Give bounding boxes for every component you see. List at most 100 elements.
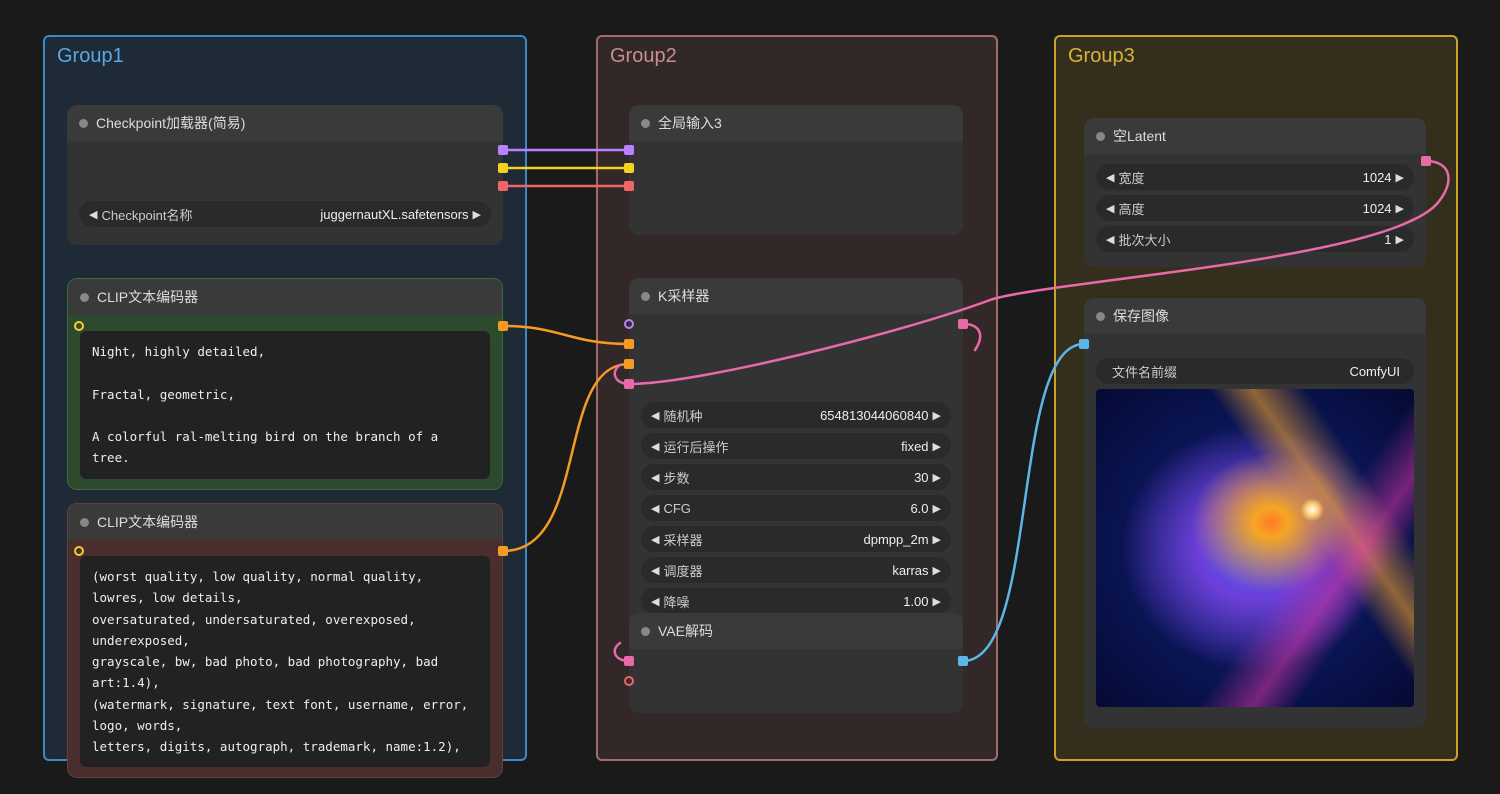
arrow-right-icon[interactable]: ▶: [933, 409, 941, 422]
connection-port[interactable]: [958, 656, 968, 666]
arrow-right-icon[interactable]: ▶: [1396, 233, 1404, 246]
output-image-preview[interactable]: [1096, 389, 1414, 707]
connection-port[interactable]: [1421, 156, 1431, 166]
node-graph-canvas[interactable]: Group1 Group2 Group3 Checkpoint加载器(简易) ◀…: [0, 0, 1500, 794]
node-header[interactable]: CLIP文本编码器: [68, 279, 502, 315]
node-header[interactable]: 全局输入3: [629, 105, 963, 141]
arrow-left-icon[interactable]: ◀: [89, 208, 97, 221]
connection-port[interactable]: [498, 321, 508, 331]
widget-value: 1024: [1144, 201, 1391, 216]
node-title: K采样器: [658, 286, 709, 306]
latent-widget-0[interactable]: ◀宽度1024▶: [1096, 164, 1414, 190]
widget-label: 随机种: [663, 406, 702, 425]
arrow-left-icon[interactable]: ◀: [1106, 233, 1114, 246]
widget-value: 30: [689, 470, 928, 485]
node-global-input[interactable]: 全局输入3: [629, 105, 963, 235]
connection-port[interactable]: [624, 145, 634, 155]
arrow-left-icon[interactable]: ◀: [1106, 171, 1114, 184]
connection-port[interactable]: [624, 656, 634, 666]
connection-port[interactable]: [624, 379, 634, 389]
connection-port[interactable]: [624, 359, 634, 369]
arrow-right-icon[interactable]: ▶: [933, 595, 941, 608]
checkpoint-name-widget[interactable]: ◀ Checkpoint名称 juggernautXL.safetensors …: [79, 201, 491, 227]
ksampler-widget-0[interactable]: ◀ 随机种654813044060840 ▶: [641, 402, 951, 428]
widget-value: fixed: [728, 439, 928, 454]
node-header[interactable]: VAE解码: [629, 613, 963, 649]
node-header[interactable]: 保存图像: [1084, 298, 1426, 334]
arrow-right-icon[interactable]: ▶: [933, 471, 941, 484]
node-ksampler[interactable]: K采样器 ◀随机种654813044060840▶◀运行后操作fixed▶◀步数…: [629, 278, 963, 629]
connection-port[interactable]: [958, 319, 968, 329]
collapse-dot-icon[interactable]: [80, 293, 89, 302]
arrow-right-icon[interactable]: ▶: [933, 533, 941, 546]
arrow-left-icon[interactable]: ◀: [651, 564, 659, 577]
collapse-dot-icon[interactable]: [79, 119, 88, 128]
arrow-right-icon[interactable]: ▶: [1396, 171, 1404, 184]
arrow-right-icon[interactable]: ▶: [473, 208, 481, 221]
arrow-right-icon[interactable]: ▶: [1396, 202, 1404, 215]
collapse-dot-icon[interactable]: [641, 627, 650, 636]
widget-value: dpmpp_2m: [702, 532, 928, 547]
widget-value: 6.0: [691, 501, 929, 516]
node-header[interactable]: 空Latent: [1084, 118, 1426, 154]
connection-port[interactable]: [624, 319, 634, 329]
group-3-title[interactable]: Group3: [1056, 37, 1456, 74]
arrow-right-icon[interactable]: ▶: [933, 502, 941, 515]
collapse-dot-icon[interactable]: [1096, 132, 1105, 141]
node-title: Checkpoint加载器(简易): [96, 113, 245, 133]
negative-prompt-text[interactable]: (worst quality, low quality, normal qual…: [80, 556, 490, 767]
widget-label: Checkpoint名称: [101, 205, 192, 224]
connection-port[interactable]: [498, 145, 508, 155]
widget-label: 宽度: [1118, 168, 1144, 187]
arrow-left-icon[interactable]: ◀: [651, 502, 659, 515]
positive-prompt-text[interactable]: Night, highly detailed, Fractal, geometr…: [80, 331, 490, 479]
arrow-left-icon[interactable]: ◀: [651, 471, 659, 484]
arrow-left-icon[interactable]: ◀: [651, 595, 659, 608]
connection-port[interactable]: [498, 181, 508, 191]
node-header[interactable]: CLIP文本编码器: [68, 504, 502, 540]
arrow-right-icon[interactable]: ▶: [933, 440, 941, 453]
arrow-right-icon[interactable]: ▶: [933, 564, 941, 577]
node-header[interactable]: K采样器: [629, 278, 963, 314]
collapse-dot-icon[interactable]: [1096, 312, 1105, 321]
connection-port[interactable]: [624, 339, 634, 349]
node-checkpoint-loader[interactable]: Checkpoint加载器(简易) ◀ Checkpoint名称 juggern…: [67, 105, 503, 245]
widget-value: 654813044060840: [702, 408, 928, 423]
node-empty-latent[interactable]: 空Latent ◀宽度1024▶◀高度1024▶◀批次大小1▶: [1084, 118, 1426, 267]
arrow-left-icon[interactable]: ◀: [651, 409, 659, 422]
filename-prefix-widget[interactable]: 文件名前缀 ComfyUI: [1096, 358, 1414, 384]
node-title: 全局输入3: [658, 113, 722, 133]
arrow-left-icon[interactable]: ◀: [651, 533, 659, 546]
connection-port[interactable]: [74, 321, 84, 331]
arrow-left-icon[interactable]: ◀: [651, 440, 659, 453]
node-save-image[interactable]: 保存图像 文件名前缀 ComfyUI: [1084, 298, 1426, 728]
group-1-title[interactable]: Group1: [45, 37, 525, 74]
connection-port[interactable]: [498, 546, 508, 556]
node-clip-text-encode-negative[interactable]: CLIP文本编码器 (worst quality, low quality, n…: [67, 503, 503, 778]
collapse-dot-icon[interactable]: [641, 119, 650, 128]
node-vae-decode[interactable]: VAE解码: [629, 613, 963, 713]
arrow-left-icon[interactable]: ◀: [1106, 202, 1114, 215]
latent-widget-2[interactable]: ◀批次大小1▶: [1096, 226, 1414, 252]
group-2-title[interactable]: Group2: [598, 37, 996, 74]
connection-port[interactable]: [1079, 339, 1089, 349]
collapse-dot-icon[interactable]: [641, 292, 650, 301]
connection-port[interactable]: [624, 163, 634, 173]
collapse-dot-icon[interactable]: [80, 518, 89, 527]
ksampler-widget-6[interactable]: ◀降噪1.00▶: [641, 588, 951, 614]
connection-port[interactable]: [74, 546, 84, 556]
widget-label: 批次大小: [1118, 230, 1170, 249]
connection-port[interactable]: [498, 163, 508, 173]
ksampler-widget-3[interactable]: ◀CFG6.0▶: [641, 495, 951, 521]
node-title: CLIP文本编码器: [97, 287, 198, 307]
ksampler-widget-5[interactable]: ◀调度器karras▶: [641, 557, 951, 583]
ksampler-widget-2[interactable]: ◀步数30▶: [641, 464, 951, 490]
latent-widget-1[interactable]: ◀高度1024▶: [1096, 195, 1414, 221]
ksampler-widget-1[interactable]: ◀运行后操作fixed▶: [641, 433, 951, 459]
node-clip-text-encode-positive[interactable]: CLIP文本编码器 Night, highly detailed, Fracta…: [67, 278, 503, 490]
ksampler-widget-4[interactable]: ◀采样器dpmpp_2m▶: [641, 526, 951, 552]
node-header[interactable]: Checkpoint加载器(简易): [67, 105, 503, 141]
widget-value: 1.00: [689, 594, 928, 609]
connection-port[interactable]: [624, 676, 634, 686]
connection-port[interactable]: [624, 181, 634, 191]
